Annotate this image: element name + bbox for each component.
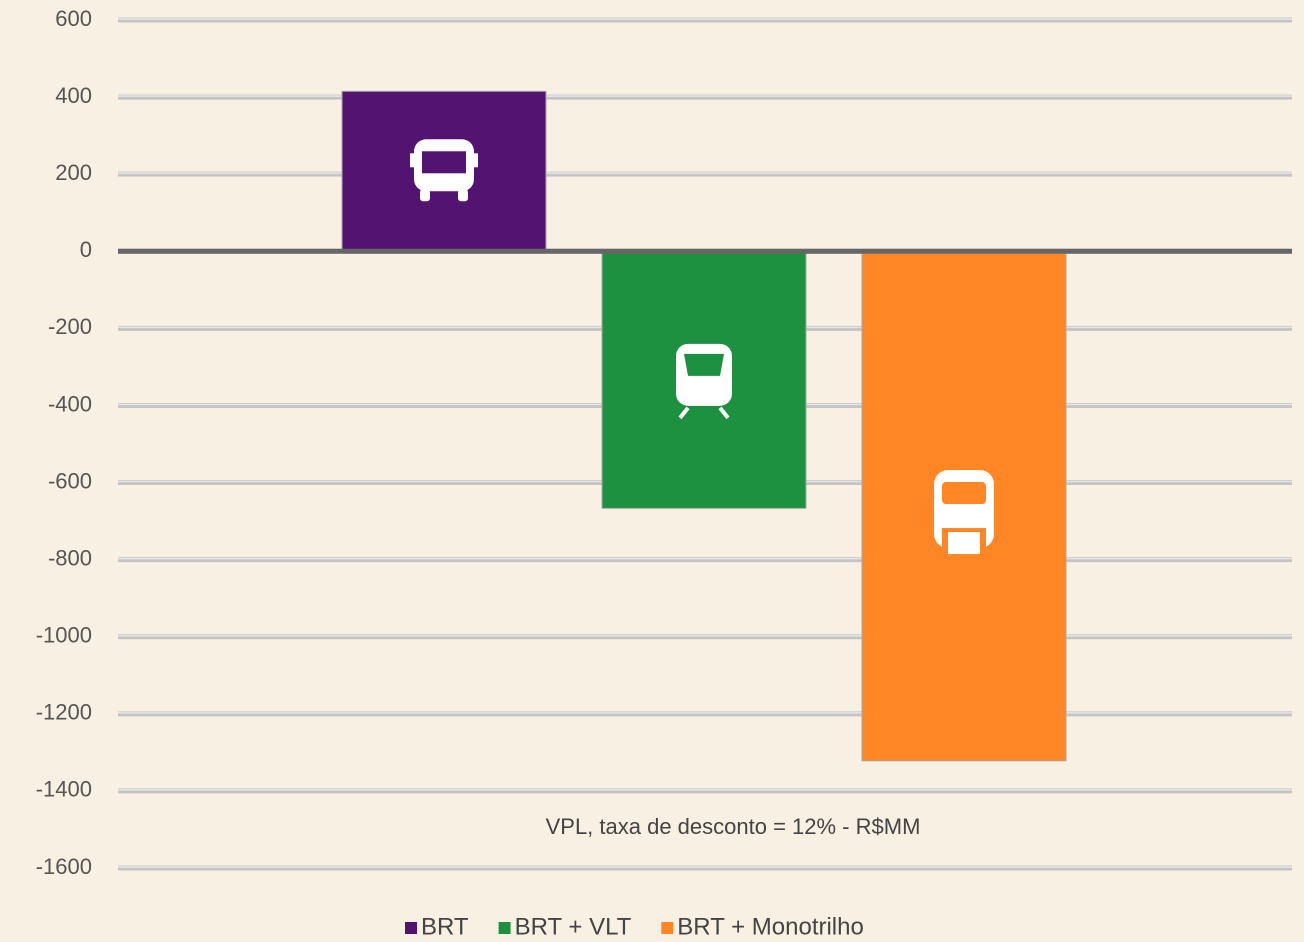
y-tick-label: -1400 [36,777,92,802]
y-tick-label: -600 [48,468,92,493]
legend-label: BRT + Monotrilho [677,913,864,940]
y-tick-label: 0 [80,237,92,262]
y-tick-label: 200 [55,160,92,185]
y-tick-label: -400 [48,391,92,416]
legend-swatch [661,922,674,934]
icon [420,189,430,202]
bar-icon [934,470,994,555]
icon [948,532,980,555]
bar-icon [410,139,478,202]
legend-label: BRT [421,913,469,940]
legend-label: BRT + VLT [515,913,632,940]
icon [684,353,724,376]
y-tick-label: -800 [48,545,92,570]
icon [474,153,478,168]
legend-swatch [498,922,511,934]
icon [942,482,986,505]
y-tick-label: -1200 [36,700,92,725]
y-tick-label: -1000 [36,623,92,648]
icon [410,153,414,168]
y-tick-label: -200 [48,314,92,339]
bar-icon [676,343,732,420]
icon [678,406,730,420]
icon [458,189,468,202]
y-tick-label: 400 [55,83,92,108]
y-tick-label: -1600 [36,854,92,879]
icon [422,151,466,174]
legend-swatch [405,922,417,934]
y-tick-label: 600 [55,6,92,31]
annotation: VPL, taxa de desconto = 12% - R$MM [546,814,921,839]
